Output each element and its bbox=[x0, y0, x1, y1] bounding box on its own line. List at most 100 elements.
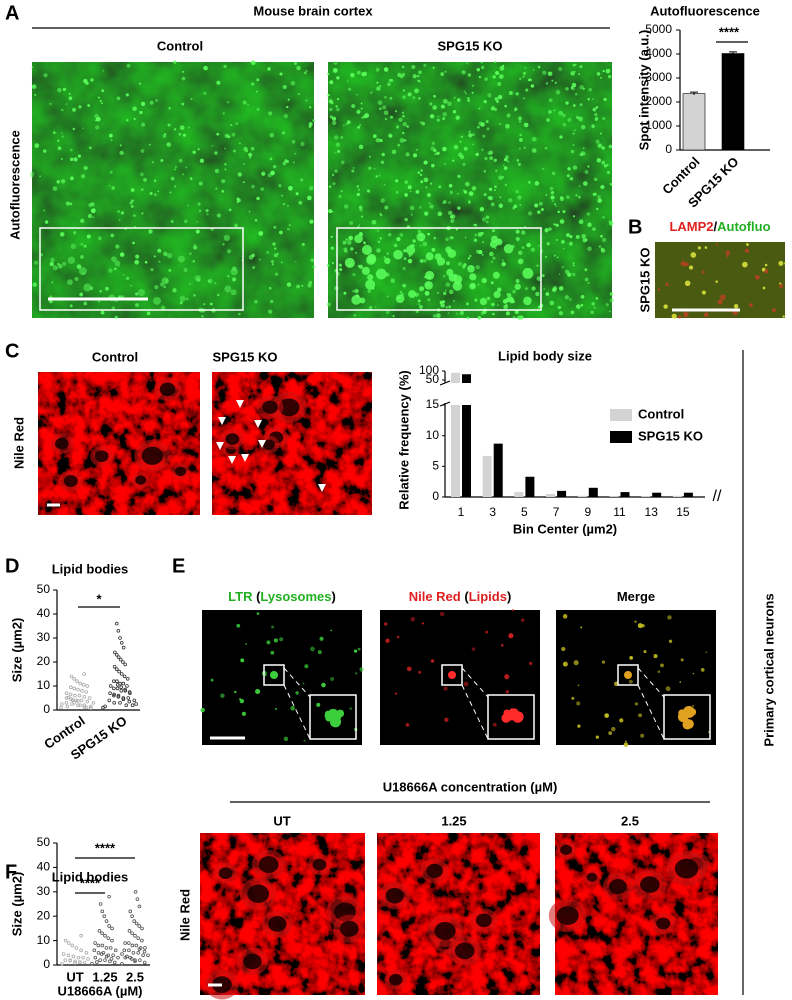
spot bbox=[474, 298, 478, 302]
spot bbox=[270, 170, 275, 176]
spot bbox=[463, 681, 469, 687]
spot bbox=[395, 179, 399, 183]
spot bbox=[296, 65, 301, 71]
spot bbox=[606, 170, 610, 175]
spot bbox=[492, 256, 496, 260]
spot bbox=[543, 288, 546, 290]
spot bbox=[239, 142, 241, 145]
spot bbox=[460, 135, 463, 138]
spot bbox=[764, 269, 769, 274]
spot bbox=[269, 157, 273, 161]
spot bbox=[579, 65, 583, 69]
dot bbox=[107, 698, 112, 703]
spot bbox=[553, 223, 556, 226]
spot bbox=[334, 151, 337, 154]
header-part: Nile Red bbox=[409, 589, 461, 604]
spot bbox=[65, 201, 70, 206]
spot bbox=[383, 256, 386, 259]
inset-spot bbox=[367, 274, 374, 281]
y-tick-label: 10 bbox=[37, 933, 51, 947]
spot bbox=[445, 306, 449, 309]
spot bbox=[207, 279, 210, 283]
spot bbox=[352, 166, 355, 169]
spot bbox=[347, 87, 352, 91]
spot bbox=[238, 312, 241, 316]
dot bbox=[129, 957, 134, 961]
header-part: / bbox=[714, 219, 718, 234]
spot bbox=[429, 114, 435, 119]
spot bbox=[57, 88, 62, 93]
spot bbox=[464, 236, 467, 239]
spot bbox=[611, 726, 616, 732]
dot bbox=[116, 955, 120, 960]
spot bbox=[609, 298, 614, 303]
dot bbox=[128, 909, 133, 914]
spot bbox=[502, 164, 505, 167]
dot bbox=[136, 936, 141, 940]
spot bbox=[87, 214, 92, 218]
dot bbox=[142, 949, 147, 954]
dot bbox=[107, 894, 111, 899]
inset-spot bbox=[114, 260, 121, 267]
spot bbox=[562, 113, 566, 118]
chart-title: Lipid body size bbox=[498, 348, 592, 363]
spot bbox=[527, 78, 531, 82]
spot bbox=[187, 204, 190, 207]
spot bbox=[746, 243, 749, 246]
column-label: 2.5 bbox=[621, 813, 639, 828]
spot bbox=[505, 690, 509, 694]
dot bbox=[112, 960, 117, 965]
spot bbox=[601, 146, 605, 150]
spot bbox=[188, 126, 190, 129]
spot bbox=[60, 108, 64, 112]
header-part: LTR bbox=[228, 589, 253, 604]
spot bbox=[595, 139, 600, 144]
spot bbox=[489, 188, 492, 191]
spot bbox=[545, 292, 550, 296]
dot bbox=[69, 674, 74, 679]
inset-spot bbox=[479, 297, 488, 306]
spot bbox=[332, 182, 336, 186]
spot bbox=[471, 84, 475, 87]
bar bbox=[721, 53, 745, 151]
dot bbox=[68, 692, 73, 697]
spot bbox=[465, 92, 467, 95]
spot bbox=[87, 104, 91, 107]
spot bbox=[494, 247, 497, 250]
spot bbox=[442, 200, 447, 204]
spot bbox=[135, 292, 139, 296]
nucleus bbox=[268, 916, 287, 932]
spot bbox=[375, 138, 381, 143]
spot bbox=[331, 120, 337, 126]
bar bbox=[609, 496, 619, 497]
dot bbox=[111, 953, 115, 958]
spot bbox=[542, 70, 547, 75]
spot bbox=[634, 620, 637, 623]
spot bbox=[329, 115, 333, 119]
spot bbox=[591, 98, 594, 101]
spot bbox=[349, 221, 354, 225]
spot bbox=[442, 300, 446, 304]
bar-upper bbox=[451, 372, 460, 383]
spot bbox=[692, 705, 694, 707]
spot bbox=[497, 304, 499, 307]
spot bbox=[548, 227, 552, 231]
spot bbox=[453, 144, 459, 150]
spot bbox=[335, 105, 338, 108]
inset-spot bbox=[453, 275, 463, 284]
dot bbox=[100, 909, 105, 914]
spot bbox=[572, 272, 576, 277]
dot bbox=[127, 941, 131, 945]
spot bbox=[118, 219, 121, 221]
spot bbox=[279, 230, 283, 235]
spot bbox=[471, 186, 477, 191]
spot bbox=[57, 263, 60, 266]
spot bbox=[190, 97, 193, 100]
spot bbox=[170, 219, 174, 223]
spot bbox=[690, 252, 697, 258]
spot bbox=[380, 160, 385, 164]
spot bbox=[34, 93, 37, 97]
spot bbox=[260, 187, 264, 191]
spot bbox=[580, 626, 583, 629]
dot bbox=[133, 889, 138, 894]
